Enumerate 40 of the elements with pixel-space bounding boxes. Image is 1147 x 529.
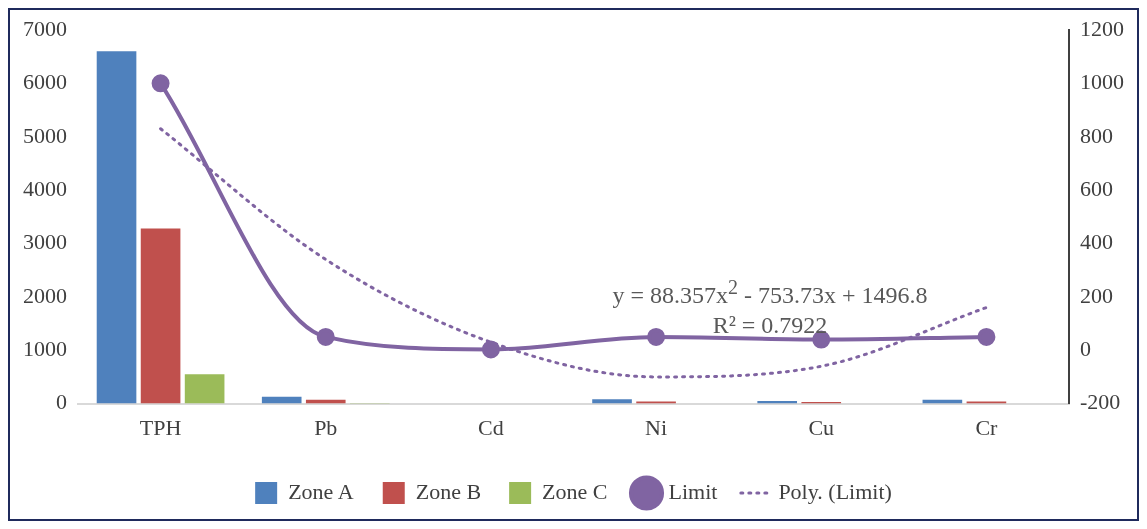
- y-tick-label: 5000: [23, 122, 67, 148]
- point: [647, 327, 666, 346]
- y2-tick-label: 1000: [1080, 69, 1124, 95]
- bar: [184, 374, 225, 404]
- bar: [96, 51, 137, 404]
- bar: [592, 399, 632, 404]
- point: [977, 327, 996, 346]
- y-tick-label: 4000: [23, 175, 67, 201]
- y2-tick-label: 400: [1080, 229, 1113, 255]
- y-tick-label: 1000: [23, 336, 67, 362]
- legend-label: Poly. (Limit): [778, 478, 892, 504]
- y-tick-label: 2000: [23, 282, 67, 308]
- annotation: y = 88.357x$^{2}$ - 753.73x + 1496.8: [611, 275, 929, 310]
- x-tick-label: Cr: [975, 414, 999, 440]
- bar: [966, 401, 1007, 404]
- point: [151, 74, 170, 93]
- y2-tick-label: 600: [1080, 175, 1113, 201]
- y-tick-label: 7000: [23, 15, 67, 41]
- x-tick-label: Cu: [808, 414, 835, 440]
- y-tick-label: 0: [56, 389, 67, 415]
- x-tick-label: TPH: [139, 414, 182, 440]
- y2-tick-label: 0: [1080, 336, 1091, 362]
- x-tick-label: Pb: [314, 414, 338, 440]
- bar: [636, 401, 676, 404]
- y2-tick-label: 200: [1080, 282, 1113, 308]
- y2-tick-label: -200: [1080, 389, 1121, 415]
- legend-label: Zone B: [415, 478, 482, 504]
- y-tick-label: 3000: [23, 229, 67, 255]
- y-tick-label: 6000: [23, 69, 67, 95]
- legend-label: Zone C: [542, 478, 608, 504]
- x-tick-label: Cd: [478, 414, 504, 440]
- point: [481, 340, 500, 359]
- y2-tick-label: 800: [1080, 122, 1113, 148]
- bar: [140, 228, 181, 404]
- x-tick-label: Ni: [645, 414, 668, 440]
- legend-label: Limit: [668, 478, 718, 504]
- y2-tick-label: 1200: [1080, 15, 1124, 41]
- legend-label: Zone A: [288, 478, 354, 504]
- annotation: R² = 0.7922: [711, 311, 829, 340]
- point: [316, 327, 335, 346]
